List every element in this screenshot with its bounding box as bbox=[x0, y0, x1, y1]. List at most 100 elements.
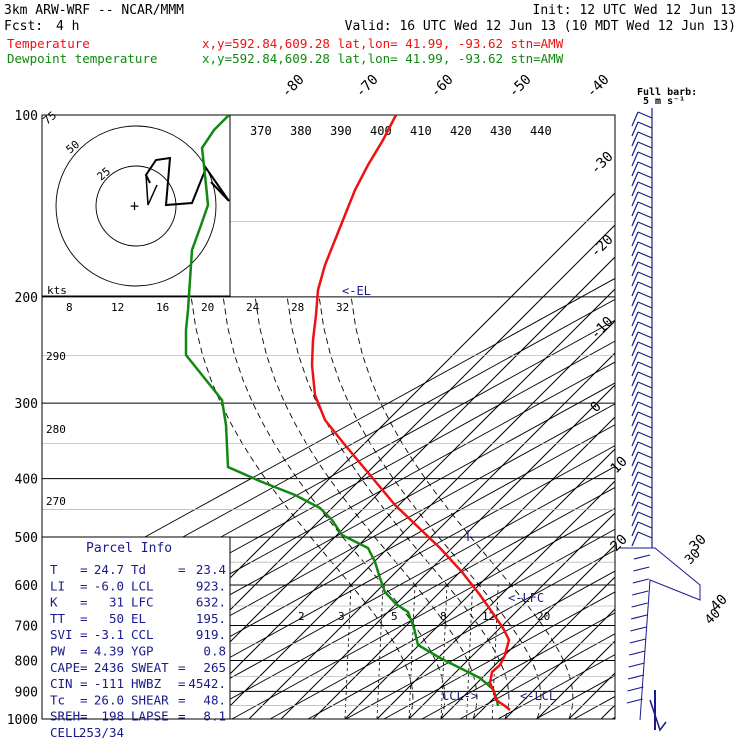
wind-barb bbox=[637, 171, 653, 179]
wind-barb-feather bbox=[631, 231, 639, 247]
level-marker: <-EL bbox=[342, 284, 371, 298]
wind-barb bbox=[637, 181, 653, 189]
wind-barb bbox=[637, 451, 653, 459]
isotherm bbox=[216, 320, 615, 719]
parcel-row: LFC bbox=[131, 595, 154, 610]
theta-e-label: 410 bbox=[410, 124, 432, 138]
wind-barb bbox=[637, 481, 653, 489]
wind-barb-feather bbox=[631, 501, 639, 517]
wind-barb-feather bbox=[631, 491, 639, 507]
hodograph: 25 50 75 + kts bbox=[41, 109, 231, 297]
wind-barb bbox=[626, 698, 643, 704]
parcel-row: HWBZ bbox=[131, 676, 162, 691]
parcel-value: 24.7 bbox=[94, 562, 124, 577]
parcel-value: 48. bbox=[203, 692, 226, 707]
parcel-value: 4.39 bbox=[94, 644, 124, 659]
parcel-value: 2436 bbox=[94, 660, 124, 675]
dewpoint-profile bbox=[184, 114, 500, 707]
barb-title: Full barb: bbox=[637, 87, 697, 98]
temperature-legend: Temperature bbox=[7, 36, 90, 51]
dry-adiabat bbox=[383, 591, 615, 719]
wind-barb-feather bbox=[631, 301, 639, 317]
wind-barb-feather bbox=[631, 141, 639, 157]
parcel-row: EL bbox=[131, 611, 146, 626]
wind-barb bbox=[637, 341, 653, 349]
parcel-equals: = bbox=[80, 644, 88, 659]
hodograph-trace bbox=[144, 156, 230, 207]
mixing-ratio-line bbox=[466, 584, 473, 719]
parcel-row: CIN bbox=[50, 676, 73, 691]
dry-adiabat bbox=[573, 695, 615, 719]
dry-adiabat bbox=[421, 612, 615, 719]
parcel-value: 632. bbox=[196, 595, 226, 610]
isotherm-label: -70 bbox=[353, 72, 382, 101]
wind-barb-feather bbox=[631, 291, 639, 307]
isotherm bbox=[600, 704, 615, 719]
isotherm-label: -40 bbox=[584, 72, 613, 101]
wind-barb-feather bbox=[631, 161, 639, 177]
wind-barb bbox=[631, 602, 648, 608]
parcel-row: SVI bbox=[50, 627, 73, 642]
parcel-value: 4542. bbox=[188, 676, 226, 691]
mixing-ratio-label: 3 bbox=[338, 610, 345, 623]
wind-barb-feather bbox=[631, 401, 639, 417]
dry-adiabat bbox=[345, 570, 615, 719]
valid-time: Valid: 16 UTC Wed 12 Jun 13 (10 MDT Wed … bbox=[345, 19, 736, 34]
parcel-value: 8.1 bbox=[203, 709, 226, 724]
fcst-value: 4 h bbox=[56, 19, 79, 34]
wind-barb bbox=[637, 511, 653, 519]
wind-barb-feather bbox=[631, 221, 639, 237]
wind-barb-feather bbox=[631, 131, 639, 147]
dry-adiabat bbox=[117, 445, 615, 719]
dry-adiabat bbox=[611, 716, 615, 719]
wind-barb-feather bbox=[631, 381, 639, 397]
level-marker: <-LFC bbox=[508, 591, 544, 605]
dry-adiabat bbox=[42, 319, 615, 636]
wind-barb bbox=[637, 301, 653, 309]
temperature-profile bbox=[310, 114, 511, 711]
isotherm bbox=[504, 608, 615, 719]
wind-barb-feather bbox=[631, 261, 639, 277]
wind-barb-feather bbox=[631, 251, 639, 267]
isotherm bbox=[184, 288, 615, 719]
wind-barb bbox=[630, 614, 648, 620]
model-title: 3km ARW-WRF -- NCAR/MMM bbox=[4, 3, 184, 18]
level-marker: CCL-> bbox=[442, 689, 478, 703]
wind-barb bbox=[637, 441, 653, 449]
dry-adiabat bbox=[42, 277, 615, 595]
dewpoint-location: x,y=592.84,609.28 lat,lon= 41.99, -93.62… bbox=[202, 51, 564, 66]
barb-units: 5 m s⁻¹ bbox=[643, 96, 685, 107]
init-time: Init: 12 UTC Wed 12 Jun 13 bbox=[533, 3, 737, 18]
parcel-row: CCL bbox=[131, 627, 154, 642]
wind-barb bbox=[627, 686, 644, 692]
speed-label: 20 bbox=[201, 301, 214, 314]
parcel-row: Tc bbox=[50, 692, 65, 707]
parcel-value: 265 bbox=[203, 660, 226, 675]
wind-barb bbox=[632, 578, 649, 584]
mixing-ratio-label: 5 bbox=[391, 610, 398, 623]
isotherm bbox=[376, 480, 615, 719]
parcel-equals: = bbox=[80, 595, 88, 610]
parcel-value: -3.1 bbox=[94, 627, 124, 642]
isotherm bbox=[536, 640, 615, 719]
isotherm-label: -50 bbox=[506, 72, 535, 101]
wind-barb-feather bbox=[631, 521, 639, 537]
dry-adiabat bbox=[193, 486, 615, 719]
wind-barb bbox=[637, 241, 653, 249]
wind-barb-feather bbox=[631, 421, 639, 437]
wind-barb bbox=[637, 471, 653, 479]
wind-barb bbox=[637, 131, 653, 139]
parcel-row: SWEAT bbox=[131, 660, 169, 675]
theta-e-label: 430 bbox=[490, 124, 512, 138]
isotherm bbox=[312, 416, 615, 719]
wind-barb bbox=[637, 221, 653, 229]
level-markers: <-EL <-LFC <-LCL CCL-> bbox=[342, 284, 556, 703]
parcel-row: CELL bbox=[50, 725, 80, 740]
parcel-row: Td bbox=[131, 562, 146, 577]
pressure-label: 600 bbox=[15, 579, 38, 594]
parcel-equals: = bbox=[80, 578, 88, 593]
wind-barb-feather bbox=[631, 511, 639, 527]
wind-barb bbox=[637, 211, 653, 219]
parcel-equals: = bbox=[178, 660, 186, 675]
pressure-label: 900 bbox=[15, 685, 38, 700]
